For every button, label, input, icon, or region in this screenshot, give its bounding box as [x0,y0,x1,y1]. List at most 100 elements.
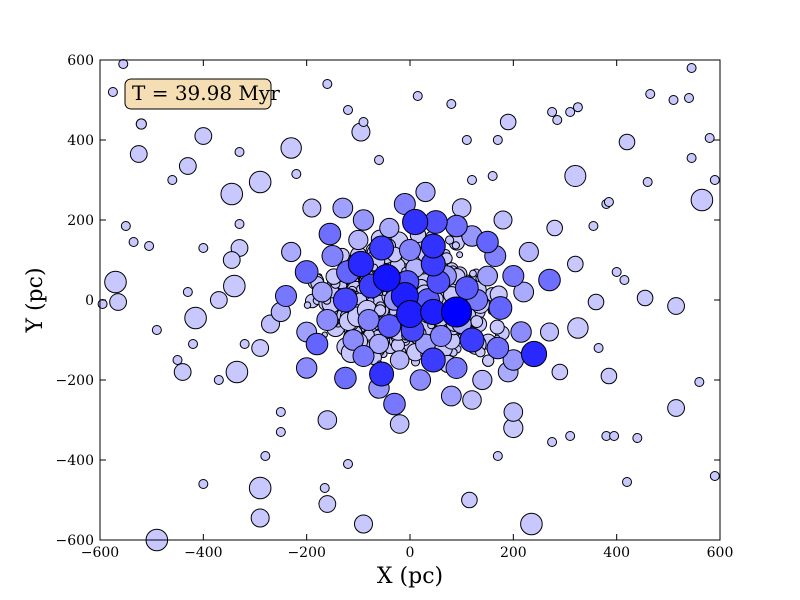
data-point [334,366,357,390]
data-point [546,219,563,237]
data-point [587,293,605,311]
data-point [248,476,272,500]
data-point [250,508,270,528]
data-point [492,451,503,461]
data-point [343,105,353,115]
data-point [352,345,375,367]
data-point [503,402,524,422]
data-point [342,329,364,351]
data-point [383,392,406,416]
data-point [552,115,563,125]
data-point [358,117,369,127]
data-point [352,209,375,231]
y-tick-label: −200 [56,373,94,389]
data-point [445,357,468,379]
data-point [275,427,286,437]
data-point [441,296,472,328]
data-point [686,153,697,163]
x-tick-label: 0 [406,545,415,561]
data-point [305,332,329,356]
data-point [492,135,503,145]
data-point [415,181,436,203]
data-point [636,289,654,307]
data-point [667,297,685,315]
data-point [603,197,614,207]
data-point [239,339,250,349]
data-point [223,274,246,298]
data-point [225,360,249,384]
data-point [220,182,244,206]
data-point [667,399,685,417]
background-star [469,269,477,278]
data-point [461,135,472,145]
data-point [472,369,493,391]
x-tick-label: 200 [500,545,527,561]
data-point [513,281,535,303]
annotation-box [124,78,272,110]
time-annotation: T = 39.98 Myr [124,78,280,110]
data-point [144,241,155,251]
data-point [430,325,452,347]
data-point [510,321,532,343]
background-star [489,319,505,335]
data-point [694,377,705,387]
data-point [488,296,513,320]
data-point [567,255,584,273]
data-point [302,198,322,218]
x-tick-label: 600 [707,545,734,561]
data-point [684,93,694,103]
data-point [234,219,245,229]
data-point [446,99,457,109]
background-star [374,304,387,317]
x-tick-label: −400 [184,545,222,561]
data-point [396,300,424,328]
data-points [97,59,720,552]
background-star [451,241,460,250]
data-point [172,355,183,365]
data-point [564,165,587,187]
data-point [368,333,390,355]
background-star [481,354,495,367]
y-tick-label: 0 [85,293,94,309]
data-point [622,477,632,487]
data-point [321,245,344,267]
y-tick-label: 200 [67,213,94,229]
data-point [369,235,395,261]
data-point [565,107,576,117]
data-point [402,208,429,236]
data-point [476,230,499,254]
data-point [348,229,369,251]
background-star [470,315,484,328]
data-point [318,222,342,246]
data-point [294,260,319,284]
data-point [709,471,720,481]
data-point [280,137,302,159]
data-point [538,268,561,292]
data-point [486,336,510,360]
data-point [281,241,302,263]
data-point [317,410,338,430]
data-point [565,431,576,441]
data-point [107,87,118,97]
data-point [318,495,337,513]
data-point [412,91,423,101]
data-point [520,340,548,368]
data-point [120,221,131,231]
data-point [194,127,213,145]
data-point [372,264,401,292]
data-point [389,414,410,434]
data-point [343,459,353,469]
x-tick-label: −200 [287,545,325,561]
data-point [275,285,297,307]
data-point [518,241,539,263]
data-point [493,210,513,230]
data-point [322,79,333,89]
data-point [167,175,178,185]
data-point [588,221,599,231]
data-point [347,250,375,278]
data-point [704,133,715,143]
data-point [275,407,286,417]
y-tick-label: −600 [56,533,94,549]
data-point [690,188,714,212]
data-point [184,306,207,330]
